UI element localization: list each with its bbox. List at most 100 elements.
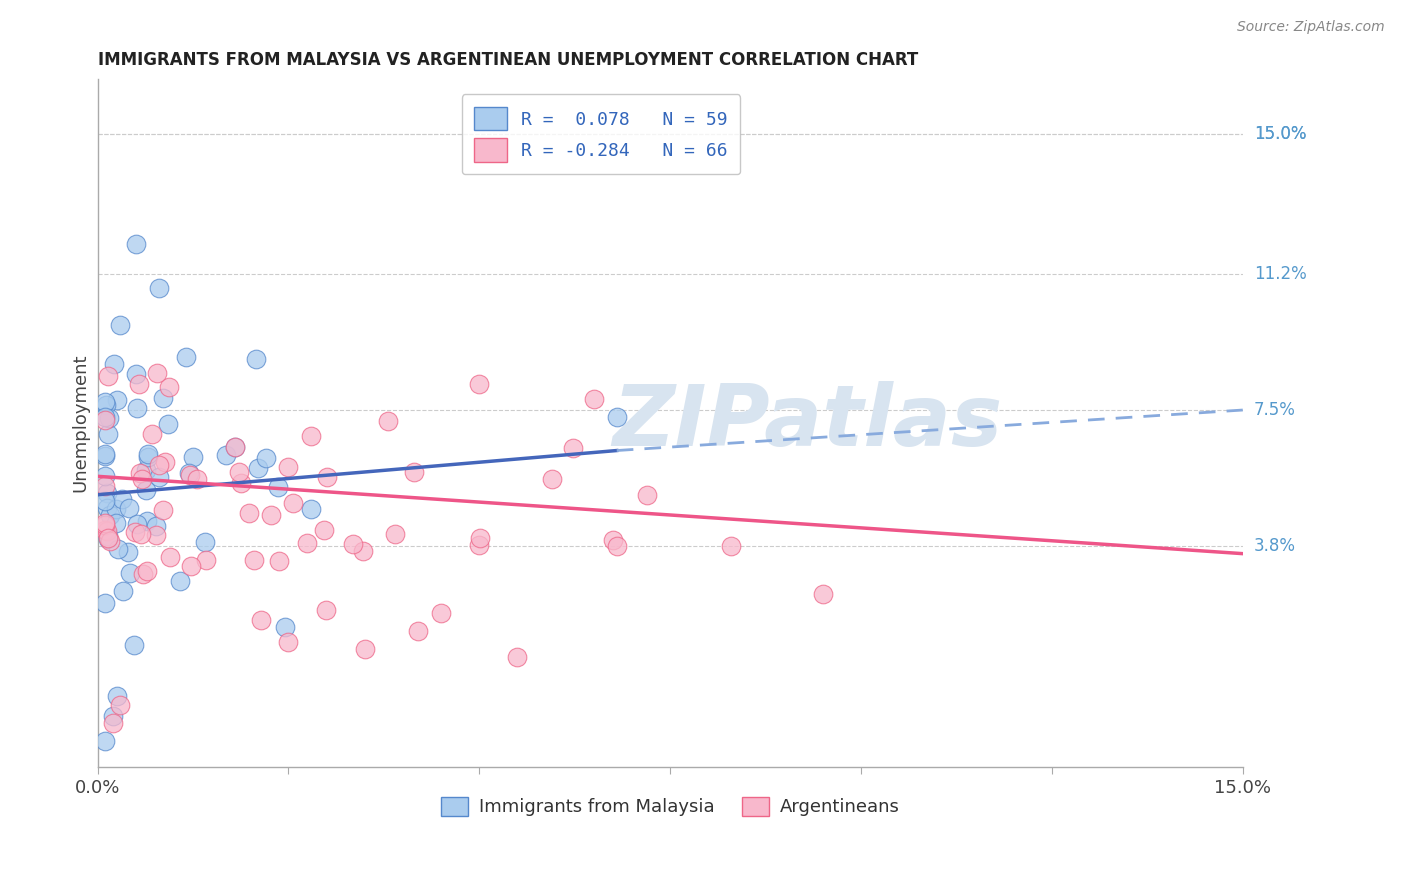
Point bbox=[96, 524, 118, 538]
Point bbox=[152, 502, 174, 516]
Point bbox=[249, 613, 271, 627]
Point bbox=[131, 472, 153, 486]
Text: 7.5%: 7.5% bbox=[1254, 401, 1296, 419]
Point bbox=[124, 524, 146, 539]
Point bbox=[94, 398, 117, 412]
Point bbox=[254, 450, 277, 465]
Point bbox=[430, 606, 453, 620]
Point bbox=[110, 698, 132, 712]
Y-axis label: Unemployment: Unemployment bbox=[72, 353, 89, 492]
Point bbox=[94, 395, 117, 409]
Point bbox=[636, 488, 658, 502]
Text: Source: ZipAtlas.com: Source: ZipAtlas.com bbox=[1237, 20, 1385, 34]
Point bbox=[125, 367, 148, 381]
Point bbox=[402, 465, 425, 479]
Point bbox=[811, 587, 834, 601]
Point bbox=[136, 447, 159, 461]
Point bbox=[111, 584, 134, 599]
Point bbox=[110, 318, 132, 333]
Point bbox=[94, 449, 117, 463]
Point bbox=[186, 472, 208, 486]
Point bbox=[229, 476, 252, 491]
Point bbox=[94, 447, 117, 461]
Point bbox=[96, 486, 118, 500]
Point bbox=[148, 469, 170, 483]
Point bbox=[94, 494, 117, 508]
Point bbox=[606, 539, 628, 553]
Point bbox=[145, 528, 167, 542]
Point bbox=[94, 734, 117, 748]
Text: IMMIGRANTS FROM MALAYSIA VS ARGENTINEAN UNEMPLOYMENT CORRELATION CHART: IMMIGRANTS FROM MALAYSIA VS ARGENTINEAN … bbox=[97, 51, 918, 69]
Point bbox=[224, 440, 246, 454]
Point bbox=[243, 553, 266, 567]
Point bbox=[107, 542, 129, 557]
Point bbox=[148, 281, 170, 295]
Point bbox=[94, 597, 117, 611]
Point bbox=[353, 642, 375, 657]
Point bbox=[152, 391, 174, 405]
Point bbox=[602, 533, 624, 547]
Point bbox=[312, 524, 335, 538]
Point bbox=[101, 708, 124, 723]
Point bbox=[720, 539, 742, 553]
Point bbox=[181, 450, 204, 465]
Point bbox=[281, 496, 304, 510]
Point bbox=[103, 357, 125, 371]
Point bbox=[135, 463, 157, 477]
Point bbox=[94, 517, 117, 532]
Point bbox=[541, 472, 564, 486]
Point bbox=[94, 516, 117, 531]
Point bbox=[245, 352, 267, 367]
Point bbox=[98, 534, 121, 549]
Point bbox=[277, 460, 299, 475]
Point bbox=[299, 429, 322, 443]
Point bbox=[97, 368, 120, 383]
Point bbox=[145, 518, 167, 533]
Point bbox=[105, 393, 128, 408]
Point bbox=[506, 649, 529, 664]
Point bbox=[342, 537, 364, 551]
Point bbox=[97, 531, 120, 545]
Point bbox=[238, 506, 260, 520]
Point bbox=[406, 624, 429, 638]
Point bbox=[606, 410, 628, 425]
Point bbox=[582, 392, 605, 406]
Point bbox=[377, 414, 399, 428]
Point bbox=[135, 514, 157, 528]
Text: 11.2%: 11.2% bbox=[1254, 265, 1306, 283]
Point bbox=[155, 455, 177, 469]
Text: 15.0%: 15.0% bbox=[1254, 125, 1306, 143]
Point bbox=[224, 440, 246, 454]
Point bbox=[136, 564, 159, 578]
Point bbox=[98, 410, 121, 425]
Point bbox=[179, 468, 201, 483]
Point bbox=[104, 501, 127, 516]
Point bbox=[146, 367, 169, 381]
Point bbox=[97, 427, 120, 442]
Point bbox=[94, 410, 117, 425]
Point bbox=[295, 536, 318, 550]
Point bbox=[468, 377, 491, 392]
Point bbox=[117, 500, 139, 515]
Point bbox=[315, 603, 337, 617]
Point bbox=[127, 401, 149, 416]
Point bbox=[195, 552, 218, 566]
Point bbox=[215, 448, 238, 462]
Point bbox=[384, 527, 406, 541]
Point bbox=[122, 638, 145, 652]
Point bbox=[141, 427, 163, 442]
Point bbox=[159, 550, 181, 565]
Point bbox=[157, 380, 180, 394]
Point bbox=[228, 465, 250, 479]
Point bbox=[156, 417, 179, 431]
Point bbox=[125, 237, 148, 252]
Point bbox=[97, 529, 120, 543]
Point bbox=[247, 460, 270, 475]
Point bbox=[267, 479, 290, 493]
Point bbox=[274, 619, 297, 633]
Point bbox=[98, 508, 121, 522]
Point bbox=[97, 532, 120, 546]
Point bbox=[94, 413, 117, 427]
Legend: Immigrants from Malaysia, Argentineans: Immigrants from Malaysia, Argentineans bbox=[433, 789, 907, 823]
Point bbox=[132, 567, 155, 582]
